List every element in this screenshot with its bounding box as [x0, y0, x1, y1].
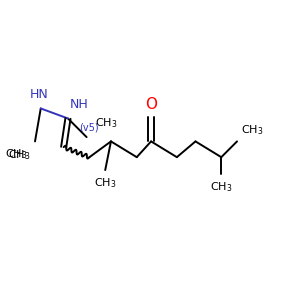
Text: O: O: [145, 97, 157, 112]
Text: NH: NH: [69, 98, 88, 111]
Text: CH$_3$: CH$_3$: [95, 116, 118, 130]
Text: CH$_3$: CH$_3$: [241, 123, 264, 137]
Text: CH$_3$: CH$_3$: [8, 148, 31, 162]
Text: CH$_3$: CH$_3$: [94, 176, 116, 190]
Text: CH$_3$: CH$_3$: [210, 180, 233, 194]
Text: CH$_3$: CH$_3$: [5, 147, 28, 161]
Text: (v5): (v5): [80, 122, 99, 132]
Text: HN: HN: [30, 88, 49, 101]
